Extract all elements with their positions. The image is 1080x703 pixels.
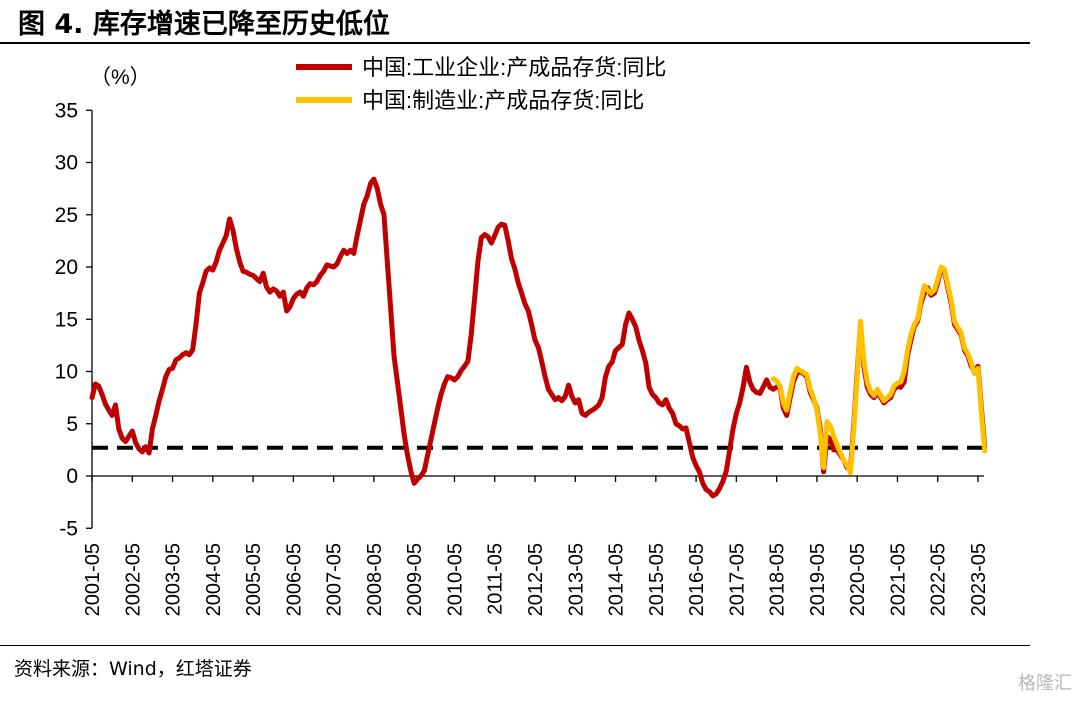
y-unit-label: （%） [90,66,151,89]
y-tick-label: 20 [55,256,78,279]
y-tick-label: 35 [55,99,78,122]
bottom-rule [0,645,1030,646]
x-tick-label: 2018-05 [767,543,789,616]
x-tick-label: 2006-05 [283,543,305,616]
x-tick-label: 2021-05 [887,543,909,616]
legend-label-2: 中国:制造业:产成品存货:同比 [362,88,644,113]
series-line-1 [89,176,988,499]
chart-axes: -5 0 5 10 15 20 25 30 35 2001-05 2002-05 2003-05 200… [55,99,990,616]
x-tick-label: 2001-05 [82,543,104,616]
x-tick-label: 2023-05 [968,543,990,616]
x-tick-label: 2014-05 [606,543,628,616]
x-tick-label: 2012-05 [525,543,547,616]
y-tick-label: 5 [66,413,78,436]
top-rule [0,42,1030,44]
source-note: 资料来源：Wind，红塔证券 [14,658,252,680]
series-line-2 [770,264,988,476]
x-tick-label: 2007-05 [324,543,346,616]
x-tick-label: 2009-05 [404,543,426,616]
x-tick-label: 2017-05 [726,543,748,616]
y-tick-label: 0 [66,465,78,488]
series-group [89,176,988,499]
x-tick-label: 2013-05 [565,543,587,616]
x-tick-label: 2015-05 [646,543,668,616]
x-tick-label: 2011-05 [485,543,507,615]
watermark-text: 格隆汇 [1018,673,1072,694]
y-tick-label: 25 [55,204,78,227]
y-tick-label: 10 [55,361,78,384]
x-tick-label: 2020-05 [847,543,869,616]
figure-title: 图 4. 库存增速已降至历史低位 [18,9,390,40]
y-tick-label: 30 [55,152,78,175]
x-tick-label: 2005-05 [243,543,265,616]
legend-label-1: 中国:工业企业:产成品存货:同比 [362,55,666,80]
x-tick-label: 2004-05 [203,543,225,616]
y-tick-label: -5 [59,517,78,540]
x-tick-label: 2003-05 [163,543,185,616]
x-tick-label: 2019-05 [807,543,829,616]
x-tick-label: 2016-05 [686,543,708,616]
x-tick-label: 2002-05 [122,543,144,616]
y-tick-label: 15 [55,308,78,331]
x-tick-label: 2010-05 [444,543,466,616]
x-tick-label: 2008-05 [364,543,386,616]
x-tick-label: 2022-05 [928,543,950,616]
